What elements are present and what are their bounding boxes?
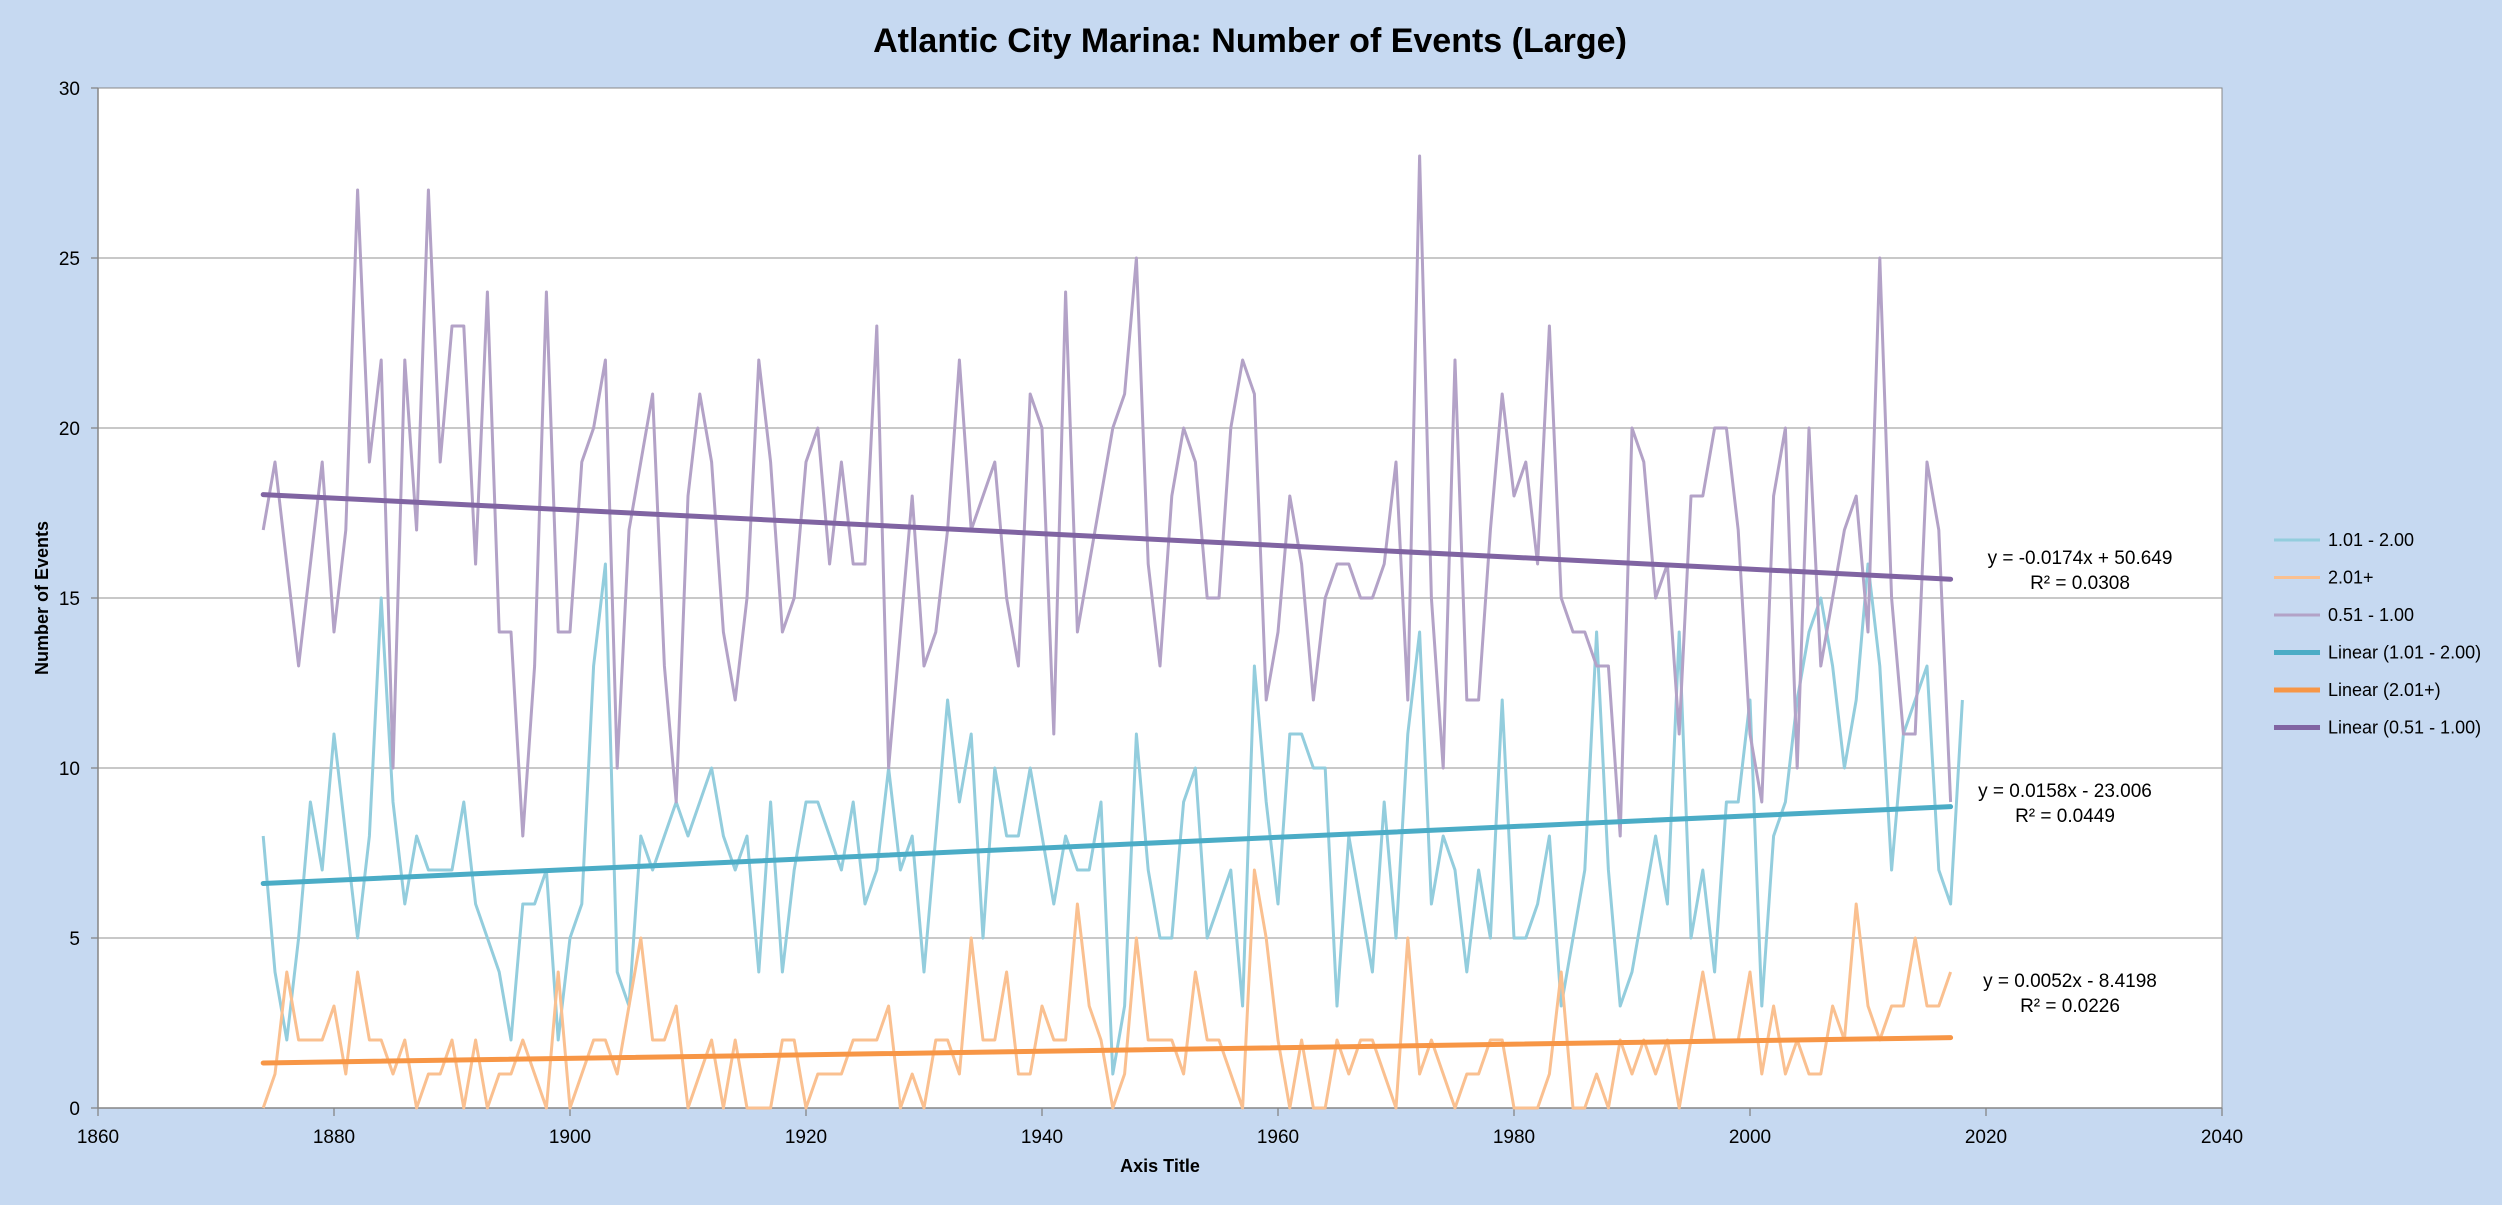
trendline-r-squared: R² = 0.0308 [2030,573,2130,594]
x-tick-label: 1960 [1257,1127,1299,1148]
x-tick-label: 1920 [785,1127,827,1148]
trendline-r-squared: R² = 0.0449 [2015,806,2115,827]
legend-label: 1.01 - 2.00 [2328,530,2414,550]
x-tick-label: 2040 [2201,1127,2243,1148]
y-tick-label: 10 [59,759,80,780]
trendline-equation: y = 0.0052x - 8.4198 [1983,971,2157,992]
x-tick-label: 2020 [1965,1127,2007,1148]
trendline-r-squared: R² = 0.0226 [2020,996,2120,1017]
x-tick-label: 1860 [77,1127,119,1148]
trendlines [260,492,1954,1066]
y-tick-label: 20 [59,419,80,440]
chart-title: Atlantic City Marina: Number of Events (… [873,22,1627,60]
y-tick-label: 30 [59,79,80,100]
legend-label: Linear (2.01+) [2328,680,2441,700]
trendline-2 [260,492,1954,582]
y-axis-title: Number of Events [32,521,52,675]
x-tick-label: 1880 [313,1127,355,1148]
trendline-equation: y = -0.0174x + 50.649 [1988,548,2173,569]
legend-label: 0.51 - 1.00 [2328,605,2414,625]
trendline-1 [260,1035,1954,1066]
y-tick-label: 0 [69,1099,80,1120]
legend-label: 2.01+ [2328,568,2374,588]
x-axis-title: Axis Title [1120,1156,1200,1176]
y-tick-label: 5 [69,929,80,950]
legend: 1.01 - 2.00 2.01+ 0.51 - 1.00 Linear (1.01 … [2274,530,2481,738]
legend-label: Linear (1.01 - 2.00) [2328,643,2481,663]
x-tick-label: 2000 [1729,1127,1771,1148]
axes: 0 5 10 15 20 25 30 1860 1880 1900 1920 1940 1960 1980… [59,79,2243,1148]
series-line-1 [261,868,1953,1110]
legend-label: Linear (0.51 - 1.00) [2328,718,2481,738]
trendline-equation: y = 0.0158x - 23.006 [1978,781,2152,802]
series-line-2 [261,154,1953,838]
y-tick-label: 15 [59,589,80,610]
trendline-equations: y = 0.0158x - 23.006 R² = 0.0449 y = 0.005… [1978,548,2172,1017]
x-tick-label: 1980 [1493,1127,1535,1148]
x-tick-label: 1940 [1021,1127,1063,1148]
y-tick-label: 25 [59,249,80,270]
trendline-0 [260,804,1954,886]
x-tick-label: 1900 [549,1127,591,1148]
